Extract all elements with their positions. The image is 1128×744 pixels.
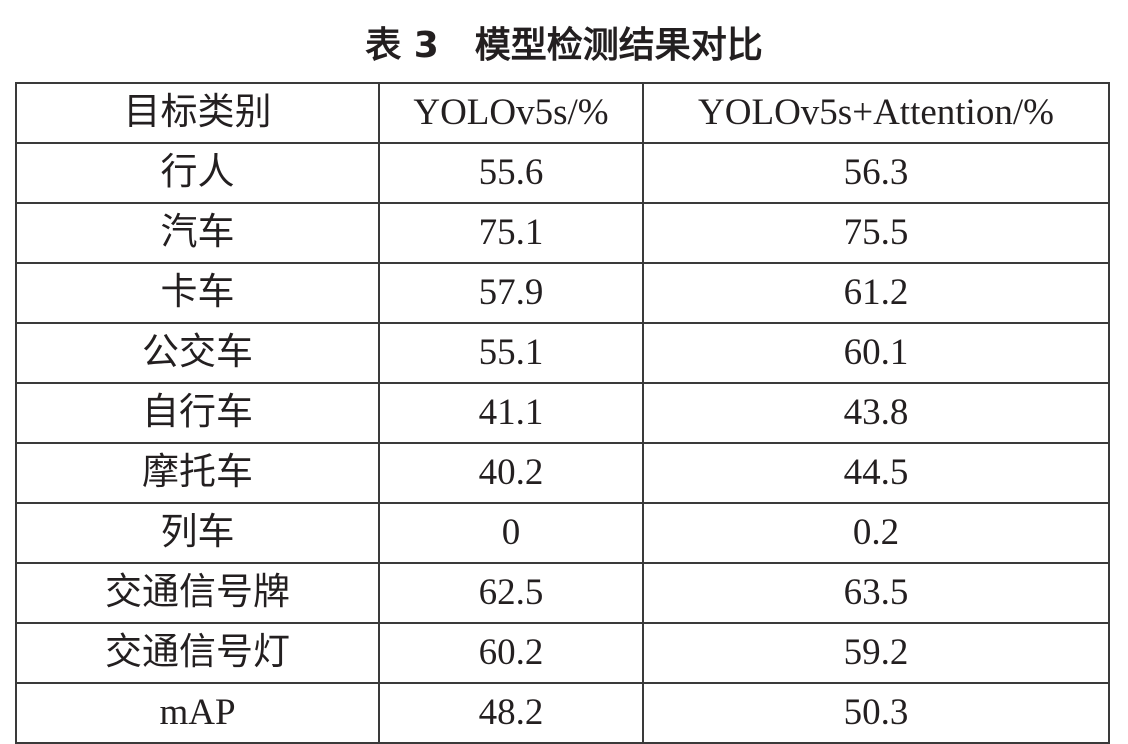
table-cell: 自行车 [15, 382, 380, 444]
table-cell: 公交车 [15, 322, 380, 384]
table-cell: 48.2 [378, 682, 644, 744]
data-row: 行人 55.6 56.3 [15, 142, 1110, 204]
table-cell: 75.5 [642, 202, 1110, 264]
table-cell: 交通信号灯 [15, 622, 380, 684]
table-cell: 60.2 [378, 622, 644, 684]
table-cell: YOLOv5s/% [378, 82, 644, 144]
table-cell: 59.2 [642, 622, 1110, 684]
table-cell: 57.9 [378, 262, 644, 324]
table-cell: 40.2 [378, 442, 644, 504]
table-cell: 0 [378, 502, 644, 564]
table-cell: 55.6 [378, 142, 644, 204]
table-cell: 62.5 [378, 562, 644, 624]
results-table: 目标类别 YOLOv5s/% YOLOv5s+Attention/% 行人 55.6 56… [15, 82, 1110, 744]
table-cell: 0.2 [642, 502, 1110, 564]
table-cell: 50.3 [642, 682, 1110, 744]
table-cell: 43.8 [642, 382, 1110, 444]
table-cell: 交通信号牌 [15, 562, 380, 624]
table-cell: 卡车 [15, 262, 380, 324]
table-cell: 摩托车 [15, 442, 380, 504]
table-cell: 75.1 [378, 202, 644, 264]
table-cell: 63.5 [642, 562, 1110, 624]
data-row: mAP 48.2 50.3 [15, 682, 1110, 744]
table-cell: 行人 [15, 142, 380, 204]
table-title: 表 3 模型检测结果对比 [365, 25, 763, 66]
table-cell: 56.3 [642, 142, 1110, 204]
table-cell: mAP [15, 682, 380, 744]
data-row: 汽车 75.1 75.5 [15, 202, 1110, 264]
table-cell: 41.1 [378, 382, 644, 444]
data-row: 交通信号牌 62.5 63.5 [15, 562, 1110, 624]
data-row: 交通信号灯 60.2 59.2 [15, 622, 1110, 684]
table-cell: 44.5 [642, 442, 1110, 504]
data-row: 公交车 55.1 60.1 [15, 322, 1110, 384]
table-body: 目标类别 YOLOv5s/% YOLOv5s+Attention/% 行人 55.6 56… [15, 82, 1110, 744]
table-cell: 列车 [15, 502, 380, 564]
table-cell: 60.1 [642, 322, 1110, 384]
data-row: 卡车 57.9 61.2 [15, 262, 1110, 324]
table-cell: 61.2 [642, 262, 1110, 324]
header-row: 目标类别 YOLOv5s/% YOLOv5s+Attention/% [15, 82, 1110, 144]
data-row: 列车 0 0.2 [15, 502, 1110, 564]
table-cell: YOLOv5s+Attention/% [642, 82, 1110, 144]
table-cell: 目标类别 [15, 82, 380, 144]
data-row: 摩托车 40.2 44.5 [15, 442, 1110, 504]
table-cell: 汽车 [15, 202, 380, 264]
data-row: 自行车 41.1 43.8 [15, 382, 1110, 444]
table-cell: 55.1 [378, 322, 644, 384]
